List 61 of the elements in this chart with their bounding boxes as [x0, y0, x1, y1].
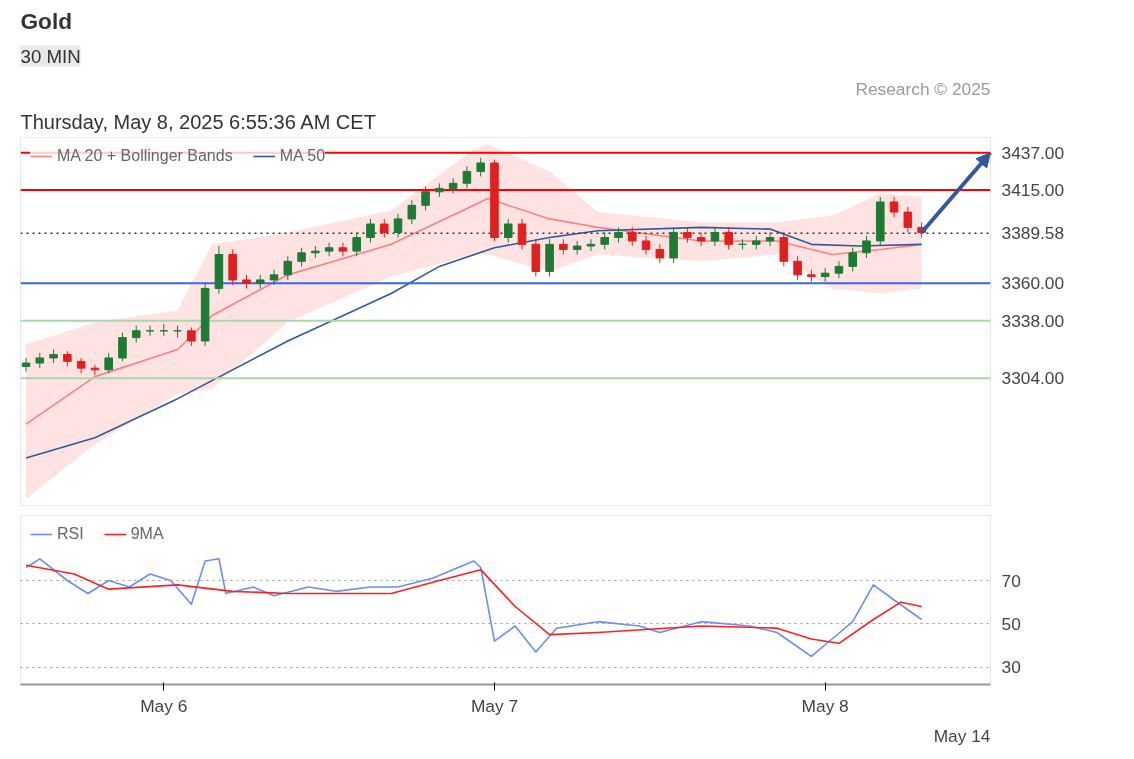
candlestick	[366, 218, 375, 244]
candlestick	[503, 218, 513, 244]
candlestick	[297, 247, 306, 267]
legend-label: RSI	[57, 525, 84, 543]
text: Research © 2025	[855, 78, 991, 99]
y-tick-label: 70	[1001, 570, 1021, 591]
candlestick	[724, 226, 733, 250]
candlestick	[834, 260, 844, 279]
candlestick	[779, 231, 789, 267]
line-series	[25, 564, 923, 645]
candlestick	[352, 231, 361, 257]
y-tick-label: 3437.00	[1001, 142, 1065, 163]
candlestick	[586, 238, 596, 252]
y-tick-label: 3415.00	[1001, 180, 1065, 201]
candlestick	[710, 226, 720, 247]
candlestick	[324, 242, 334, 257]
candlestick	[765, 231, 775, 247]
candlestick	[476, 157, 485, 177]
y-tick-label: 50	[1001, 613, 1021, 634]
chart-title: Gold	[20, 7, 73, 34]
candlestick	[655, 243, 665, 264]
candlestick	[338, 242, 348, 257]
x-tick-label: May 6	[140, 695, 188, 716]
candlestick	[848, 247, 857, 272]
candlestick	[283, 255, 293, 281]
candlestick	[187, 326, 196, 347]
x-tick-label: May 7	[470, 695, 519, 716]
candlestick	[269, 269, 279, 286]
candlestick	[379, 218, 389, 239]
candlestick	[462, 165, 472, 189]
candlestick	[393, 213, 403, 239]
candlestick	[76, 357, 86, 374]
candlestick	[862, 235, 871, 259]
candlestick	[448, 177, 458, 194]
y-tick-label: 3304.00	[1001, 368, 1065, 389]
line-series	[25, 226, 923, 459]
candlestick	[641, 235, 651, 256]
line-series	[25, 558, 923, 658]
legend-label: 9MA	[130, 525, 164, 543]
legend-label: MA 20 + Bollinger Bands	[57, 147, 233, 165]
candlestick	[407, 199, 417, 225]
text: May 14	[933, 725, 991, 746]
x-tick-label: May 8	[801, 695, 849, 716]
candlestick	[889, 196, 899, 218]
y-tick-label: 3338.00	[1001, 310, 1065, 331]
candlestick	[118, 332, 127, 362]
y-tick-label: 3360.00	[1001, 273, 1065, 294]
legend-label: MA 50	[279, 147, 326, 165]
candlestick	[517, 218, 527, 250]
candlestick	[572, 240, 582, 256]
y-tick-label: 30	[1001, 657, 1021, 678]
candlestick	[421, 186, 430, 211]
text: Thursday, May 8, 2025 6:55:36 AM CET	[20, 110, 376, 133]
candlestick	[21, 357, 31, 373]
candlestick	[104, 352, 113, 374]
candlestick	[903, 206, 913, 233]
chart-subtitle: 30 MIN	[20, 45, 81, 67]
candlestick	[793, 255, 802, 281]
candlestick	[627, 226, 637, 247]
y-tick-label: 3389.58	[1001, 223, 1065, 244]
candlestick	[90, 364, 100, 376]
